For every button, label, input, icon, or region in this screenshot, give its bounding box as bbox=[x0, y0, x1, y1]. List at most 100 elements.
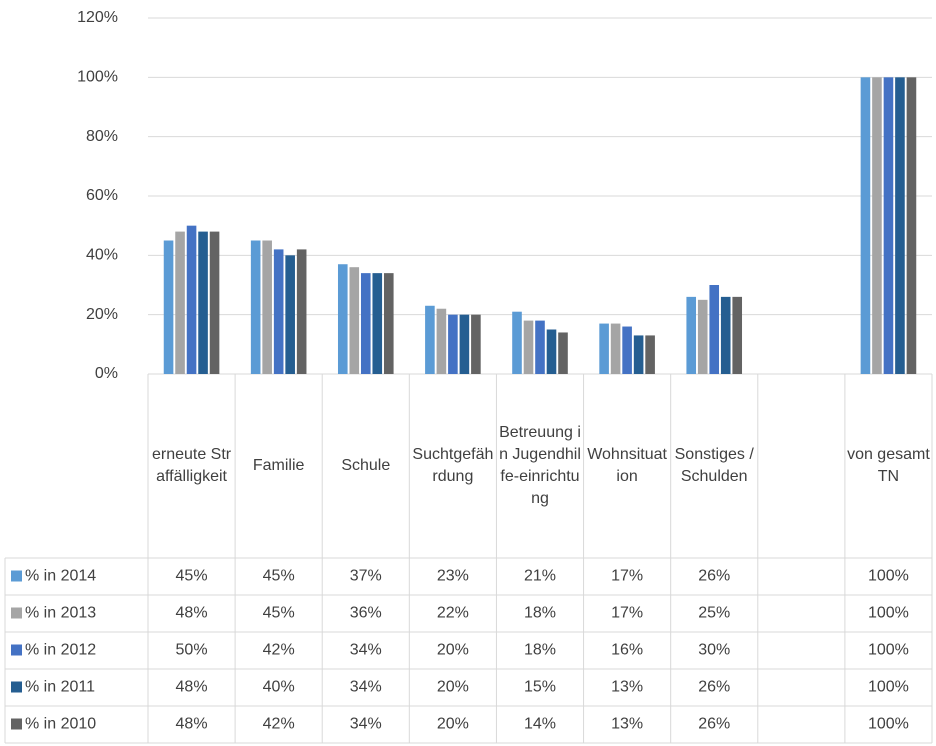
bar bbox=[558, 332, 568, 374]
bar bbox=[883, 77, 894, 374]
bar bbox=[448, 314, 458, 374]
bar bbox=[425, 305, 435, 374]
table-value: 100% bbox=[868, 605, 909, 622]
legend-key bbox=[11, 644, 22, 656]
x-tick-label: Wohnsituation bbox=[587, 446, 667, 485]
table-value: 42% bbox=[263, 716, 295, 733]
bar bbox=[732, 296, 743, 374]
table-value: 20% bbox=[437, 716, 469, 733]
table-value: 34% bbox=[350, 716, 382, 733]
legend-key bbox=[11, 607, 22, 619]
legend-key bbox=[11, 570, 22, 582]
x-tick-label: Familie bbox=[252, 457, 305, 474]
y-tick-label: 120% bbox=[77, 9, 118, 26]
bar bbox=[610, 323, 621, 374]
table-value: 48% bbox=[176, 679, 208, 696]
table-value: 13% bbox=[611, 716, 643, 733]
table-value: 20% bbox=[437, 679, 469, 696]
legend-label: % in 2011 bbox=[25, 679, 95, 696]
bar bbox=[633, 335, 644, 374]
table-value: 17% bbox=[611, 605, 643, 622]
legend-label: % in 2014 bbox=[25, 568, 96, 585]
bar bbox=[198, 231, 208, 374]
bar bbox=[523, 320, 534, 374]
y-tick-label: 20% bbox=[86, 306, 118, 323]
table-value: 50% bbox=[176, 642, 208, 659]
bar bbox=[285, 255, 295, 374]
table-value: 48% bbox=[176, 605, 208, 622]
bar bbox=[337, 264, 348, 374]
bar bbox=[709, 285, 720, 374]
bar bbox=[697, 299, 708, 374]
y-tick-label: 100% bbox=[77, 69, 118, 86]
bar bbox=[686, 296, 697, 374]
bar bbox=[622, 326, 632, 374]
table-value: 48% bbox=[176, 716, 208, 733]
bar bbox=[906, 77, 917, 374]
x-tick-label: Betreuung in Jugendhilfe-einrichtung bbox=[499, 424, 581, 507]
table-value: 18% bbox=[524, 605, 556, 622]
table-value: 22% bbox=[437, 605, 469, 622]
table-value: 16% bbox=[611, 642, 643, 659]
table-value: 14% bbox=[524, 716, 556, 733]
table-value: 21% bbox=[524, 568, 556, 585]
table-value: 20% bbox=[437, 642, 469, 659]
table-value: 36% bbox=[350, 605, 382, 622]
bar bbox=[175, 231, 185, 374]
y-tick-label: 60% bbox=[86, 187, 118, 204]
bar bbox=[535, 320, 545, 374]
x-tick-label: Suchtgefährdung bbox=[412, 446, 494, 485]
table-value: 23% bbox=[437, 568, 469, 585]
bar bbox=[895, 77, 905, 374]
bar bbox=[296, 249, 307, 374]
bar bbox=[262, 240, 272, 374]
y-tick-label: 0% bbox=[95, 365, 118, 382]
table-value: 100% bbox=[868, 642, 909, 659]
bar bbox=[186, 225, 197, 374]
bar bbox=[360, 273, 371, 374]
table-value: 45% bbox=[176, 568, 208, 585]
table-value: 100% bbox=[868, 679, 909, 696]
bar bbox=[471, 314, 481, 374]
table-value: 26% bbox=[698, 679, 730, 696]
x-tick-label: Sonstiges / Schulden bbox=[674, 446, 754, 485]
table-value: 26% bbox=[698, 568, 730, 585]
bar bbox=[599, 323, 609, 374]
legend-key bbox=[11, 681, 22, 693]
table-value: 34% bbox=[350, 642, 382, 659]
table-value: 100% bbox=[868, 568, 909, 585]
bar bbox=[512, 311, 522, 374]
table-value: 40% bbox=[263, 679, 295, 696]
x-tick-label: von gesamt TN bbox=[847, 446, 930, 485]
table-value: 34% bbox=[350, 679, 382, 696]
bar bbox=[349, 267, 360, 374]
table-value: 37% bbox=[350, 568, 382, 585]
bar bbox=[209, 231, 220, 374]
bar bbox=[645, 335, 655, 374]
table-value: 30% bbox=[698, 642, 730, 659]
bar bbox=[860, 77, 871, 374]
bar bbox=[250, 240, 261, 374]
bar bbox=[872, 77, 882, 374]
table-value: 18% bbox=[524, 642, 556, 659]
table-value: 15% bbox=[524, 679, 556, 696]
bar bbox=[372, 273, 383, 374]
bar bbox=[546, 329, 557, 374]
y-tick-label: 40% bbox=[86, 247, 118, 264]
legend-label: % in 2012 bbox=[25, 642, 96, 659]
table-value: 100% bbox=[868, 716, 909, 733]
table-value: 42% bbox=[263, 642, 295, 659]
x-tick-label: Schule bbox=[341, 457, 391, 474]
legend-label: % in 2013 bbox=[25, 605, 96, 622]
bar bbox=[273, 249, 284, 374]
bar bbox=[436, 308, 447, 374]
bar bbox=[720, 296, 731, 374]
bar bbox=[163, 240, 174, 374]
table-value: 13% bbox=[611, 679, 643, 696]
table-value: 17% bbox=[611, 568, 643, 585]
x-tick-label: erneute Straffälligkeit bbox=[151, 446, 232, 485]
bar bbox=[383, 273, 394, 374]
table-value: 25% bbox=[698, 605, 730, 622]
